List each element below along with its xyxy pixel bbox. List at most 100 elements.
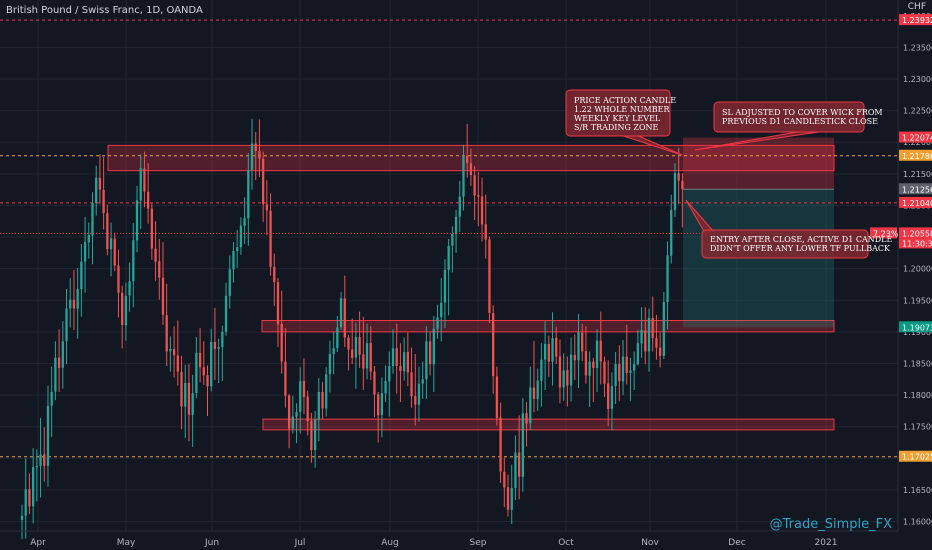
candle-body bbox=[35, 465, 38, 468]
price-badge bbox=[899, 450, 932, 462]
price-tick-label: 1.19500 bbox=[903, 296, 932, 305]
price-action-callout-text: S/R TRADING ZONE bbox=[574, 123, 659, 132]
candle-body bbox=[232, 250, 235, 270]
x-axis-label: Jun bbox=[204, 538, 219, 548]
candle-body bbox=[50, 391, 53, 406]
candle-body bbox=[150, 208, 153, 249]
candle-body bbox=[154, 248, 157, 262]
candle-body bbox=[369, 342, 372, 372]
candle-body bbox=[492, 313, 495, 377]
price-badge-label: 1.19073 bbox=[902, 323, 932, 332]
candle-body bbox=[566, 370, 569, 386]
candle-body bbox=[202, 367, 205, 376]
price-badge bbox=[899, 131, 932, 143]
candle-body bbox=[633, 364, 636, 371]
candle-body bbox=[336, 327, 339, 348]
candle-body bbox=[569, 354, 573, 386]
currency-label: CHF bbox=[907, 2, 926, 12]
candle-body bbox=[158, 261, 161, 278]
price-tick-label: 1.22500 bbox=[903, 107, 932, 116]
x-axis-label: Oct bbox=[558, 538, 574, 548]
candle-body bbox=[532, 387, 536, 399]
symbol-title[interactable]: British Pound / Swiss Franc, 1D, OANDA bbox=[6, 5, 203, 16]
candle-body bbox=[243, 218, 246, 226]
candle-body bbox=[128, 281, 131, 296]
candle-body bbox=[540, 359, 543, 381]
candle-body bbox=[109, 238, 113, 250]
candle-body bbox=[31, 467, 35, 507]
candle-body bbox=[573, 354, 576, 361]
candle-body bbox=[517, 452, 521, 477]
countdown-badge bbox=[899, 238, 932, 249]
candle-body bbox=[614, 364, 617, 387]
candle-body bbox=[313, 419, 317, 450]
candle-body bbox=[169, 348, 172, 352]
candle-body bbox=[358, 337, 361, 355]
candle-body bbox=[254, 143, 257, 152]
price-badge bbox=[899, 183, 932, 195]
candle-body bbox=[480, 196, 484, 225]
watermark: @Trade_Simple_FX bbox=[769, 517, 892, 532]
candle-body bbox=[365, 343, 369, 369]
entry-callout-box bbox=[701, 229, 869, 259]
candle-body bbox=[217, 347, 220, 349]
candle-body bbox=[555, 337, 558, 357]
candle-body bbox=[399, 366, 402, 372]
price-tick-label: 1.18500 bbox=[903, 359, 932, 368]
price-tick-label: 1.23500 bbox=[903, 43, 932, 52]
candle-body bbox=[124, 295, 128, 326]
candle-body bbox=[581, 332, 584, 352]
candle-body bbox=[499, 417, 502, 472]
price-badge bbox=[899, 149, 932, 161]
candle-body bbox=[343, 298, 346, 338]
price-tick-label: 1.17500 bbox=[903, 423, 932, 432]
candle-body bbox=[299, 381, 302, 412]
candle-body bbox=[176, 355, 179, 372]
candle-body bbox=[432, 328, 435, 365]
candle-body bbox=[69, 299, 72, 309]
candle-body bbox=[113, 238, 116, 266]
candle-body bbox=[54, 357, 57, 392]
candle-body bbox=[592, 361, 595, 368]
candle-body bbox=[658, 347, 662, 356]
candle-body bbox=[228, 269, 231, 296]
candle-body bbox=[87, 235, 90, 243]
candle-body bbox=[428, 341, 432, 365]
candle-body bbox=[198, 352, 202, 368]
candle-body bbox=[239, 225, 243, 248]
candle-body bbox=[325, 374, 328, 409]
candle-body bbox=[510, 488, 513, 510]
candle-body bbox=[210, 341, 213, 387]
candle-body bbox=[543, 343, 547, 360]
x-axis-label: Sep bbox=[470, 538, 487, 548]
candle-body bbox=[380, 393, 384, 416]
candle-body bbox=[102, 189, 105, 214]
candle-body bbox=[618, 364, 621, 382]
candle-body bbox=[525, 413, 528, 424]
candle-body bbox=[291, 416, 294, 429]
candle-body bbox=[61, 341, 64, 368]
candle-body bbox=[625, 356, 628, 373]
price-badge-label: 1.23932 bbox=[902, 16, 932, 25]
candle-body bbox=[184, 383, 187, 407]
candle-body bbox=[165, 315, 168, 352]
candle-body bbox=[206, 375, 209, 387]
x-axis-label: Aug bbox=[381, 538, 399, 548]
candle-body bbox=[414, 396, 417, 405]
candle-body bbox=[621, 356, 625, 382]
candle-body bbox=[373, 371, 376, 395]
candle-body bbox=[284, 361, 287, 396]
candle-body bbox=[670, 209, 673, 256]
price-tick-label: 1.21500 bbox=[903, 170, 932, 179]
x-axis-label: May bbox=[117, 538, 136, 548]
candle-body bbox=[135, 200, 139, 241]
candle-body bbox=[417, 383, 421, 405]
candle-body bbox=[454, 216, 458, 235]
x-axis-label: 2021 bbox=[815, 538, 838, 548]
candle-body bbox=[388, 366, 391, 382]
candle-body bbox=[362, 354, 365, 369]
price-badge-label: 1.21786 bbox=[902, 152, 932, 161]
candle-body bbox=[655, 338, 658, 348]
stop-loss-callout-pointer bbox=[694, 131, 820, 151]
